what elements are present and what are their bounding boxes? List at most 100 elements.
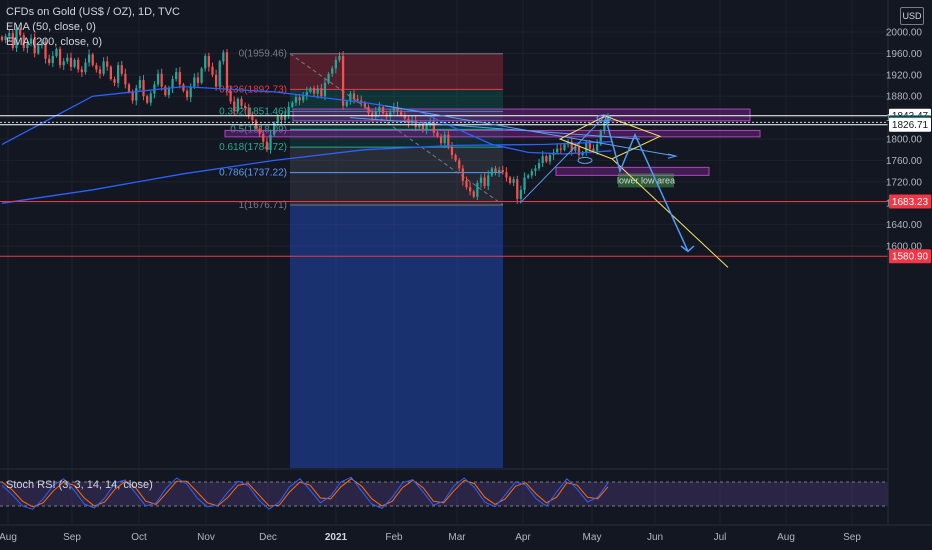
candle-body[interactable]	[185, 90, 189, 98]
candle-body[interactable]	[439, 136, 443, 144]
candle-body[interactable]	[182, 84, 185, 91]
candle-body[interactable]	[418, 124, 421, 128]
candle-body[interactable]	[367, 106, 370, 114]
candle-body[interactable]	[349, 93, 352, 102]
ema50-legend[interactable]: EMA (50, close, 0)	[6, 21, 96, 33]
candle-body[interactable]	[450, 147, 454, 156]
candle-body[interactable]	[273, 122, 276, 135]
candle-body[interactable]	[294, 97, 298, 103]
candle-body[interactable]	[323, 82, 327, 97]
candle-body[interactable]	[389, 112, 392, 117]
candle-body[interactable]	[410, 120, 414, 123]
candle-body[interactable]	[505, 172, 508, 178]
candle-body[interactable]	[320, 88, 323, 97]
symbol-legend[interactable]: CFDs on Gold (US$ / OZ), 1D, TVC	[6, 6, 181, 18]
candle-body[interactable]	[414, 120, 417, 128]
candle-body[interactable]	[378, 106, 381, 112]
candle-body[interactable]	[196, 77, 200, 83]
candle-body[interactable]	[218, 61, 221, 87]
candle-body[interactable]	[280, 116, 283, 120]
candle-body[interactable]	[574, 147, 577, 151]
candle-body[interactable]	[229, 90, 232, 102]
candle-body[interactable]	[309, 88, 312, 92]
candle-body[interactable]	[425, 125, 428, 130]
candle-body[interactable]	[269, 134, 272, 150]
candle-body[interactable]	[559, 148, 562, 150]
candle-body[interactable]	[298, 97, 301, 101]
candle-body[interactable]	[131, 91, 134, 101]
candle-body[interactable]	[490, 168, 494, 176]
candle-body[interactable]	[352, 93, 356, 99]
candle-body[interactable]	[516, 179, 519, 199]
candle-body[interactable]	[374, 111, 377, 117]
candle-body[interactable]	[541, 156, 544, 164]
candle-body[interactable]	[58, 49, 62, 66]
candle-body[interactable]	[494, 168, 497, 173]
candle-body[interactable]	[599, 130, 602, 145]
candle-body[interactable]	[0, 36, 4, 41]
candle-body[interactable]	[461, 168, 464, 181]
candle-body[interactable]	[37, 45, 40, 54]
candle-body[interactable]	[222, 52, 225, 62]
candle-body[interactable]	[40, 41, 44, 46]
candle-body[interactable]	[116, 65, 120, 83]
candle-body[interactable]	[160, 73, 163, 87]
candle-body[interactable]	[341, 56, 345, 106]
price-tag[interactable]	[889, 117, 931, 132]
candle-body[interactable]	[167, 88, 171, 96]
candle-body[interactable]	[138, 80, 142, 89]
candle-body[interactable]	[302, 96, 305, 101]
candle-body[interactable]	[545, 156, 548, 162]
candle-body[interactable]	[84, 62, 87, 73]
candle-body[interactable]	[443, 134, 446, 144]
candle-body[interactable]	[156, 73, 160, 85]
candle-body[interactable]	[512, 179, 515, 183]
candle-body[interactable]	[225, 52, 229, 91]
candle-body[interactable]	[22, 35, 25, 49]
candle-body[interactable]	[603, 121, 606, 131]
supply-zone[interactable]	[224, 129, 761, 138]
candle-body[interactable]	[276, 116, 279, 123]
candle-body[interactable]	[62, 61, 65, 66]
candle-body[interactable]	[106, 61, 109, 67]
candle-body[interactable]	[487, 175, 490, 187]
candle-body[interactable]	[146, 96, 149, 103]
supply-zone[interactable]	[555, 166, 710, 176]
candle-body[interactable]	[530, 171, 533, 176]
candle-body[interactable]	[258, 128, 261, 134]
candle-body[interactable]	[592, 148, 595, 151]
candle-body[interactable]	[26, 43, 29, 49]
candle-body[interactable]	[458, 160, 461, 169]
candle-body[interactable]	[102, 61, 105, 74]
drawings-front[interactable]	[0, 105, 888, 268]
candle-body[interactable]	[120, 65, 123, 74]
candle-body[interactable]	[211, 66, 214, 75]
candle-body[interactable]	[51, 56, 54, 64]
candle-body[interactable]	[345, 101, 348, 106]
candle-body[interactable]	[523, 177, 526, 190]
candle-body[interactable]	[570, 141, 573, 151]
candle-body[interactable]	[204, 56, 207, 69]
candle-body[interactable]	[283, 114, 287, 120]
candle-body[interactable]	[189, 86, 192, 98]
candle-body[interactable]	[8, 33, 11, 37]
candle-body[interactable]	[29, 38, 33, 44]
candle-body[interactable]	[483, 177, 486, 187]
candle-body[interactable]	[454, 155, 457, 161]
candle-body[interactable]	[548, 155, 552, 162]
candle-body[interactable]	[606, 116, 610, 122]
candle-body[interactable]	[69, 57, 73, 67]
candle-body[interactable]	[556, 148, 559, 153]
candle-body[interactable]	[91, 54, 94, 66]
candle-body[interactable]	[363, 102, 366, 107]
candle-body[interactable]	[19, 29, 22, 36]
candle-body[interactable]	[113, 79, 116, 83]
candle-body[interactable]	[95, 65, 98, 70]
candle-body[interactable]	[178, 72, 181, 85]
candle-body[interactable]	[15, 29, 18, 49]
candle-body[interactable]	[207, 56, 210, 67]
candle-body[interactable]	[581, 152, 584, 156]
candle-body[interactable]	[33, 38, 36, 54]
candle-body[interactable]	[396, 106, 399, 112]
price-tag[interactable]	[889, 249, 931, 264]
